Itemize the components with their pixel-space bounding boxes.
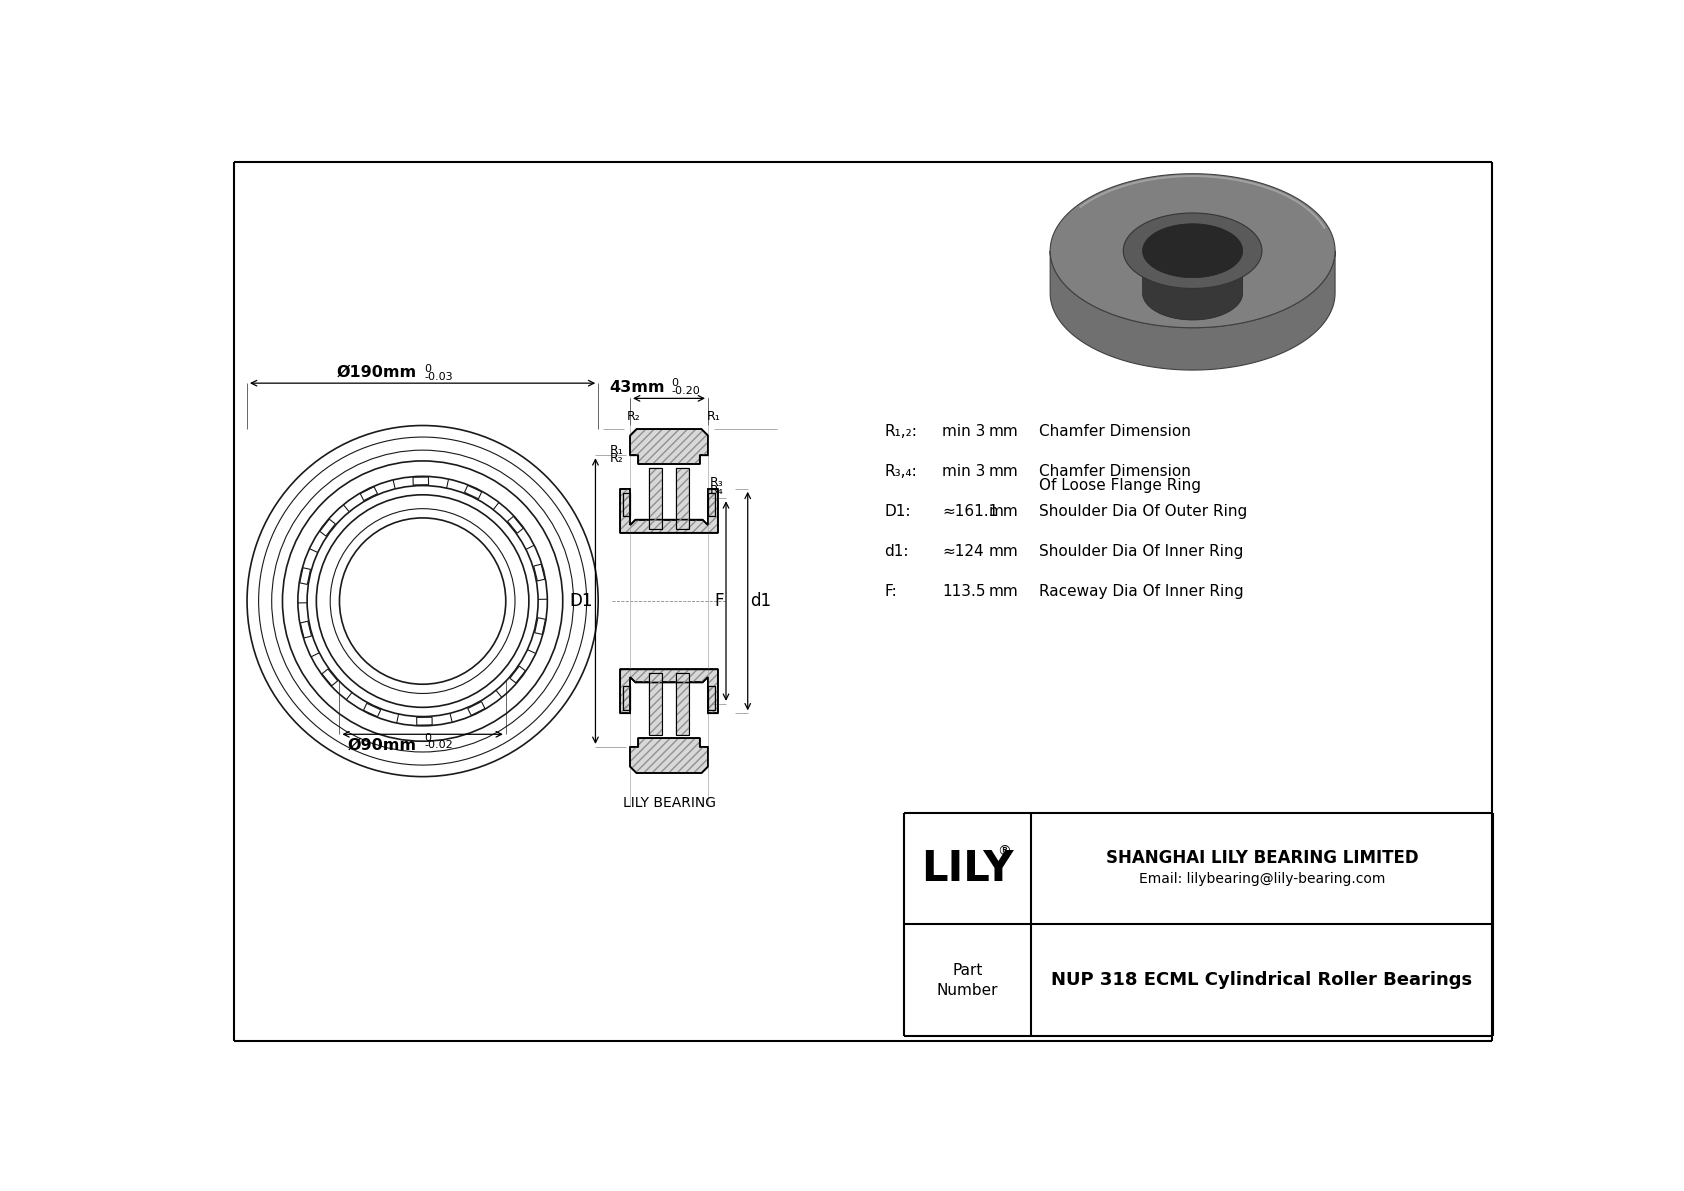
Text: mm: mm (989, 464, 1019, 479)
Text: R₁,₂:: R₁,₂: (884, 424, 918, 439)
Text: F:: F: (884, 584, 898, 599)
Text: Raceway Dia Of Inner Ring: Raceway Dia Of Inner Ring (1039, 584, 1243, 599)
Text: R₃,₄:: R₃,₄: (884, 464, 918, 479)
Text: SHANGHAI LILY BEARING LIMITED: SHANGHAI LILY BEARING LIMITED (1106, 849, 1418, 867)
Polygon shape (648, 673, 662, 735)
Polygon shape (707, 686, 716, 710)
Text: LILY: LILY (921, 848, 1014, 890)
Text: mm: mm (989, 544, 1019, 559)
Text: R₁: R₁ (706, 410, 721, 423)
Text: d1: d1 (749, 592, 771, 610)
Text: ®: ® (997, 844, 1010, 859)
Polygon shape (707, 493, 716, 516)
Text: min 3: min 3 (943, 464, 985, 479)
Text: F: F (714, 592, 724, 610)
Text: R₁: R₁ (610, 444, 625, 457)
Text: Shoulder Dia Of Outer Ring: Shoulder Dia Of Outer Ring (1039, 504, 1246, 519)
Text: min 3: min 3 (943, 424, 985, 439)
Text: -0.02: -0.02 (424, 741, 453, 750)
Text: d1:: d1: (884, 544, 909, 559)
Text: D1: D1 (569, 592, 593, 610)
Text: Email: lilybearing@lily-bearing.com: Email: lilybearing@lily-bearing.com (1138, 873, 1386, 886)
Polygon shape (620, 488, 717, 532)
Text: Ø190mm: Ø190mm (337, 364, 416, 379)
Text: Shoulder Dia Of Inner Ring: Shoulder Dia Of Inner Ring (1039, 544, 1243, 559)
Text: 0: 0 (424, 732, 431, 743)
Polygon shape (630, 429, 707, 464)
Text: Of Loose Flange Ring: Of Loose Flange Ring (1039, 478, 1201, 493)
Polygon shape (1051, 174, 1335, 328)
Text: -0.03: -0.03 (424, 372, 453, 381)
Text: NUP 318 ECML Cylindrical Roller Bearings: NUP 318 ECML Cylindrical Roller Bearings (1051, 972, 1472, 990)
Polygon shape (1123, 213, 1261, 288)
Text: Ø90mm: Ø90mm (347, 738, 416, 753)
Text: R₃: R₃ (711, 476, 724, 488)
Text: LILY BEARING: LILY BEARING (623, 796, 716, 810)
Text: ≈124: ≈124 (943, 544, 983, 559)
Polygon shape (1142, 224, 1243, 278)
Text: mm: mm (989, 504, 1019, 519)
Text: R₂: R₂ (626, 410, 640, 423)
Text: 113.5: 113.5 (943, 584, 985, 599)
Text: 43mm: 43mm (610, 380, 665, 394)
Polygon shape (677, 468, 689, 529)
Polygon shape (1051, 251, 1335, 370)
Text: R₄: R₄ (711, 484, 724, 497)
Polygon shape (623, 493, 630, 516)
Text: D1:: D1: (884, 504, 911, 519)
Polygon shape (623, 686, 630, 710)
Text: Part
Number: Part Number (936, 962, 999, 998)
Polygon shape (620, 669, 717, 713)
Text: Chamfer Dimension: Chamfer Dimension (1039, 464, 1191, 479)
Text: 0: 0 (424, 364, 431, 374)
Text: mm: mm (989, 584, 1019, 599)
Polygon shape (630, 738, 707, 773)
Text: -0.20: -0.20 (672, 386, 701, 397)
Text: mm: mm (989, 424, 1019, 439)
Text: ≈161.1: ≈161.1 (943, 504, 999, 519)
Polygon shape (1142, 251, 1243, 320)
Polygon shape (677, 673, 689, 735)
Text: 0: 0 (672, 379, 679, 388)
Polygon shape (648, 468, 662, 529)
Text: R₂: R₂ (610, 451, 625, 464)
Text: Chamfer Dimension: Chamfer Dimension (1039, 424, 1191, 439)
